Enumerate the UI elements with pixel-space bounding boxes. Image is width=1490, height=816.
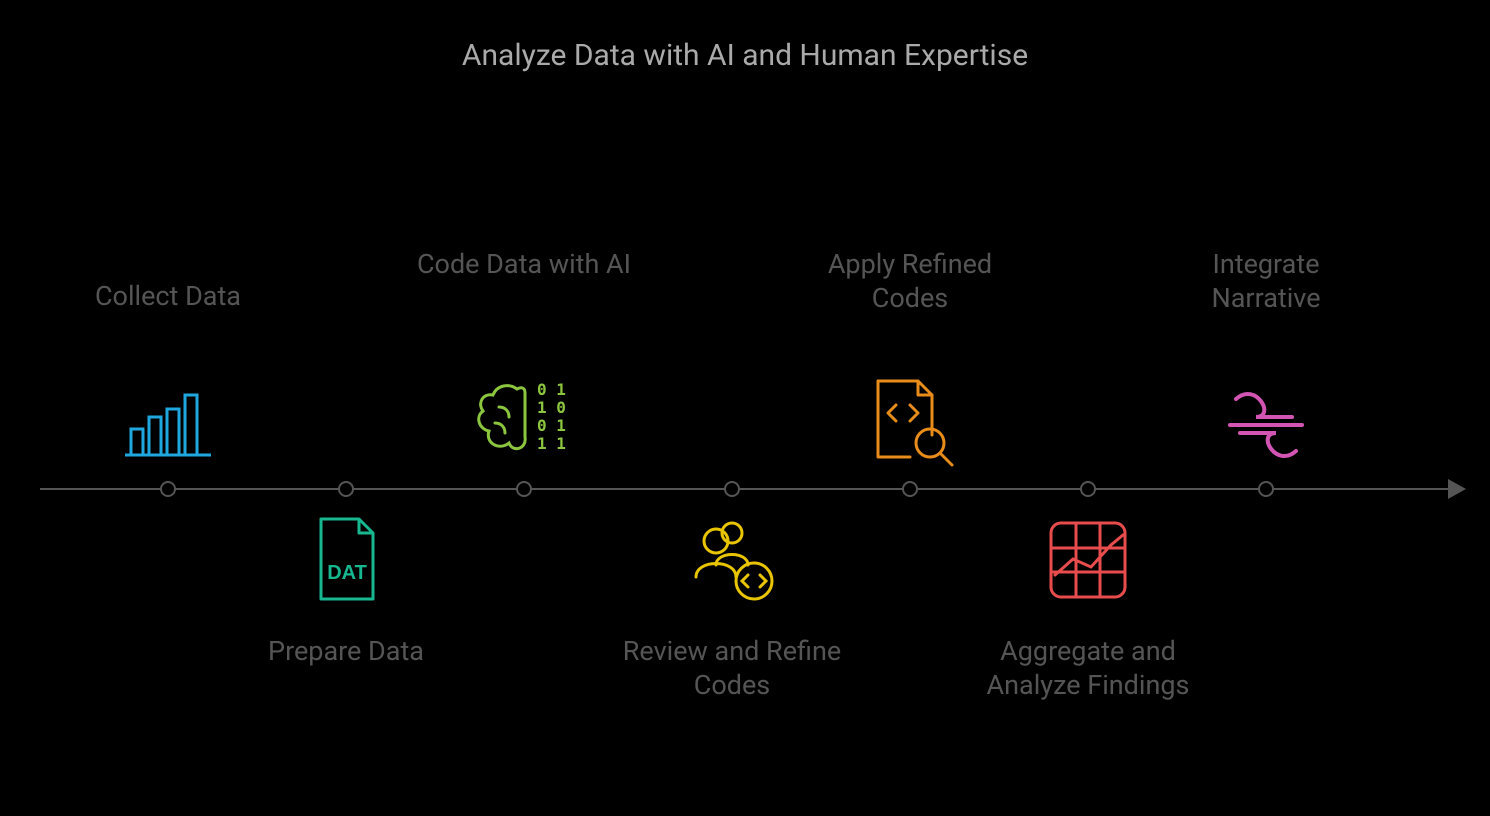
ai-brain-icon: 0 1 1 0 0 1 1 1 [464, 372, 584, 472]
timeline-axis [40, 488, 1460, 490]
timeline-node [516, 481, 532, 497]
svg-text:1 0: 1 0 [537, 398, 566, 417]
dat-file-icon: DAT [286, 510, 406, 610]
timeline-node [1258, 481, 1274, 497]
step-label-aggregate: Aggregate and Analyze Findings [978, 635, 1198, 703]
step-label-integrate-narrative: Integrate Narrative [1156, 248, 1376, 316]
step-label-apply-codes: Apply Refined Codes [800, 248, 1020, 316]
timeline-node [338, 481, 354, 497]
people-code-icon [672, 510, 792, 610]
svg-text:1 1: 1 1 [537, 434, 566, 453]
timeline-node [724, 481, 740, 497]
narrative-icon [1206, 372, 1326, 472]
timeline-node [160, 481, 176, 497]
step-label-prepare-data: Prepare Data [236, 635, 456, 669]
bar-chart-icon [108, 372, 228, 472]
code-search-icon [850, 372, 970, 472]
svg-text:0 1: 0 1 [537, 380, 566, 399]
timeline-arrow-icon [1448, 479, 1466, 499]
timeline-node [1080, 481, 1096, 497]
grid-chart-icon [1028, 510, 1148, 610]
diagram-title: Analyze Data with AI and Human Expertise [0, 38, 1490, 73]
svg-text:DAT: DAT [327, 562, 367, 584]
step-label-collect-data: Collect Data [58, 280, 278, 314]
timeline-node [902, 481, 918, 497]
step-label-code-data-ai: Code Data with AI [414, 248, 634, 282]
step-label-review-refine: Review and Refine Codes [622, 635, 842, 703]
svg-text:0 1: 0 1 [537, 416, 566, 435]
